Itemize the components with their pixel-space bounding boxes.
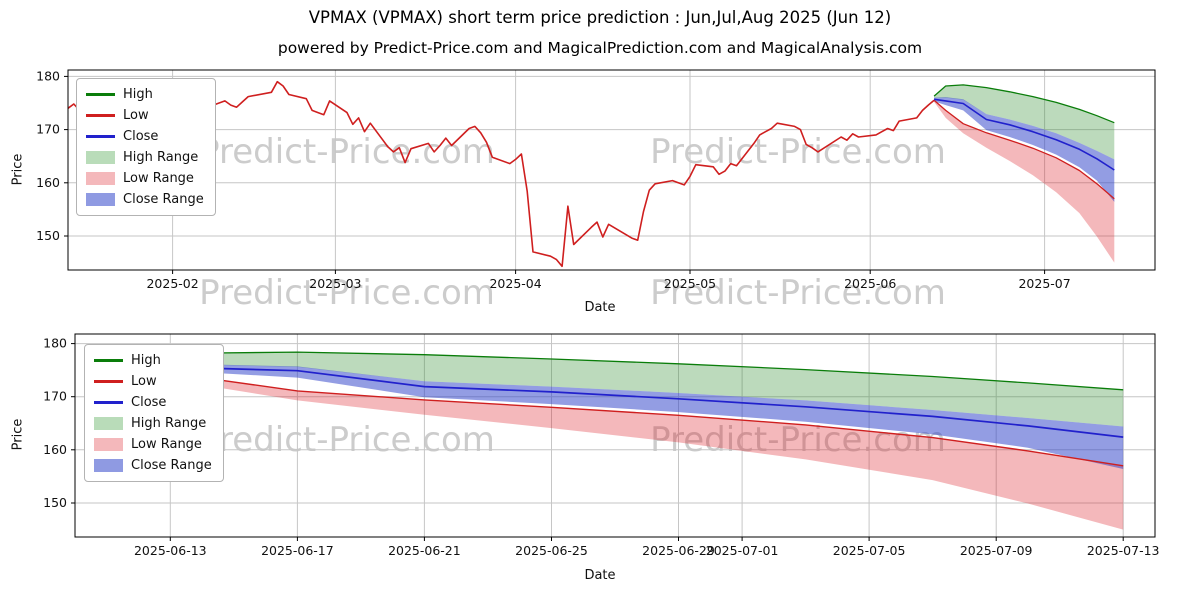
legend-patch-swatch (86, 151, 115, 164)
x-tick-label: 2025-06-17 (261, 543, 334, 558)
y-axis-label-top-chart: Price (10, 153, 26, 186)
legend-label: Low (123, 108, 149, 123)
x-tick-label: 2025-06-13 (134, 543, 207, 558)
y-axis-label-bottom-chart: Price (10, 418, 26, 451)
series-high-forecast (138, 351, 1124, 391)
watermark: Predict-Price.com (199, 420, 495, 460)
y-tick-label: 150 (36, 228, 60, 243)
x-tick-label: 2025-04 (489, 276, 541, 291)
series-close-forecast (138, 365, 1124, 438)
band-low-range (138, 367, 1124, 530)
x-tick-label: 2025-02 (146, 276, 198, 291)
legend-label: High Range (131, 416, 207, 431)
legend-line-swatch (94, 359, 123, 362)
y-tick-label: 180 (36, 68, 60, 83)
x-tick-label: 2025-06-25 (515, 543, 588, 558)
price-history-chart: 2025-02 2025-03 2025-04 2025-05 2025-06 2025-… (36, 68, 1156, 291)
legend-patch-swatch (94, 417, 123, 430)
legend-label: Low Range (123, 171, 194, 186)
legend-label: Low Range (131, 437, 202, 452)
x-tick-label: 2025-07-01 (706, 543, 779, 558)
legend-item-low-range: Low Range (86, 170, 204, 187)
legend-item-high-range: High Range (86, 149, 204, 166)
legend-item-low-range: Low Range (94, 436, 212, 453)
legend-label: Close Range (131, 458, 212, 473)
legend-label: High (123, 87, 153, 102)
legend-line-swatch (86, 135, 115, 138)
legend-top-chart: High Low Close High Range Low Range Close Ran… (76, 78, 216, 216)
y-tick-label: 160 (43, 442, 67, 457)
legend-line-swatch (94, 401, 123, 404)
legend-item-close: Close (86, 128, 204, 145)
x-tick-label: 2025-06 (844, 276, 896, 291)
legend-item-close: Close (94, 394, 212, 411)
series-low-forecast (138, 366, 1124, 467)
x-axis-label-top-chart: Date (584, 300, 616, 315)
y-tick-label: 180 (43, 336, 67, 351)
y-tick-label: 170 (36, 122, 60, 137)
series-high-forecast (933, 84, 1115, 124)
legend-label: Close (131, 395, 167, 410)
watermark: Predict-Price.com (199, 273, 495, 313)
band-close-range (138, 364, 1124, 469)
x-tick-label: 2025-07-05 (833, 543, 906, 558)
x-tick-label: 2025-05 (664, 276, 716, 291)
legend-label: High Range (123, 150, 199, 165)
legend-line-swatch (86, 114, 115, 117)
x-tick-label: 2025-06-21 (388, 543, 461, 558)
series-close-forecast (933, 98, 1115, 171)
legend-label: Close Range (123, 192, 204, 207)
prediction-zoom-chart: 2025-06-13 2025-06-17 2025-06-21 2025-06-25… (43, 333, 1160, 558)
x-axis-label-bottom-chart: Date (584, 568, 616, 583)
band-low-range (934, 100, 1115, 263)
legend-patch-swatch (94, 459, 123, 472)
legend-item-high-range: High Range (94, 415, 212, 432)
legend-line-swatch (86, 93, 115, 96)
band-high-range (934, 84, 1115, 160)
x-tick-label: 2025-07 (1018, 276, 1070, 291)
x-tick-label: 2025-07-09 (960, 543, 1033, 558)
y-tick-label: 170 (43, 389, 67, 404)
legend-item-close-range: Close Range (94, 457, 212, 474)
legend-line-swatch (94, 380, 123, 383)
legend-bottom-chart: High Low Close High Range Low Range Close Ran… (84, 344, 224, 482)
band-high-range (138, 352, 1124, 427)
legend-item-close-range: Close Range (86, 191, 204, 208)
legend-patch-swatch (94, 438, 123, 451)
chart-title: VPMAX (VPMAX) short term price predictio… (308, 8, 892, 27)
legend-label: Close (123, 129, 159, 144)
band-close-range (934, 97, 1115, 202)
legend-item-low: Low (86, 107, 204, 124)
series-low-forecast (933, 99, 1115, 200)
legend-item-high: High (94, 352, 212, 369)
legend-patch-swatch (86, 172, 115, 185)
legend-item-high: High (86, 86, 204, 103)
legend-item-low: Low (94, 373, 212, 390)
x-tick-label: 2025-06-29 (642, 543, 715, 558)
legend-label: Low (131, 374, 157, 389)
x-tick-label: 2025-03 (309, 276, 361, 291)
plot-frame (74, 333, 1156, 538)
plot-frame (67, 69, 1156, 271)
legend-label: High (131, 353, 161, 368)
watermark: Predict-Price.com (650, 273, 946, 313)
x-tick-label: 2025-07-13 (1087, 543, 1160, 558)
legend-patch-swatch (86, 193, 115, 206)
chart-subtitle: powered by Predict-Price.com and Magical… (277, 39, 923, 57)
y-tick-label: 150 (43, 495, 67, 510)
y-tick-label: 160 (36, 175, 60, 190)
